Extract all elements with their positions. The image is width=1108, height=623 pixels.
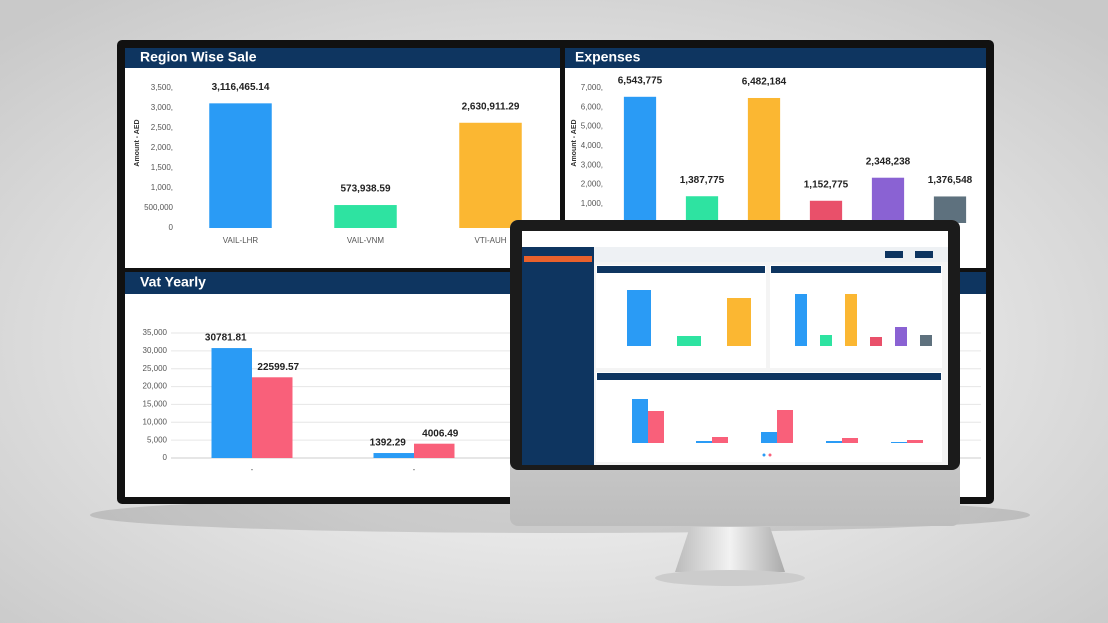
y-tick-label: 1,500, <box>151 163 173 172</box>
y-tick-label: 0 <box>169 223 174 232</box>
screen-topbar <box>522 231 948 247</box>
bar <box>871 177 905 223</box>
sidebar-active <box>524 256 592 262</box>
y-tick-label: 3,000, <box>151 103 173 112</box>
chart: 0 500,000 1,000, 1,500, 2,000, 2,500, 3,000, 3,… <box>144 82 522 245</box>
value-label: 6,482,184 <box>742 77 787 88</box>
chart: 1,000, 2,000, 3,000, 4,000, 5,000, 6,000, 7,00… <box>581 75 973 223</box>
y-tick-label: 3,000, <box>581 160 603 169</box>
bar <box>459 122 522 228</box>
y-tick-label: 0 <box>163 453 168 462</box>
button <box>885 251 903 258</box>
filter-bar <box>522 247 948 262</box>
bar <box>334 205 397 228</box>
stand-foot <box>655 570 805 586</box>
value-label: 3,116,465.14 <box>212 82 270 93</box>
y-tick-label: 4,000, <box>581 141 603 150</box>
y-tick-label: 6,000, <box>581 102 603 111</box>
y-tick-label: 1,000, <box>151 183 173 192</box>
bar <box>373 453 414 458</box>
value-label: 2,630,911.29 <box>462 101 520 112</box>
sidebar <box>522 247 594 465</box>
stand <box>675 527 785 572</box>
pager-dot <box>768 453 772 457</box>
value-label: 4006.49 <box>422 428 459 439</box>
y-tick-label: 15,000 <box>143 400 168 409</box>
button <box>915 251 933 258</box>
y-tick-label: 2,000, <box>151 143 173 152</box>
small-monitor <box>510 220 960 586</box>
y-tick-label: 5,000, <box>581 122 603 131</box>
value-label: 30781.81 <box>205 333 247 344</box>
y-tick-label: 20,000 <box>143 382 168 391</box>
bar <box>747 97 781 223</box>
value-label: 1,387,775 <box>680 175 725 186</box>
value-label: 1,376,548 <box>928 175 973 186</box>
y-tick-label: 500,000 <box>144 203 173 212</box>
y-axis-label: Amount - AED <box>134 119 141 166</box>
value-label: 6,543,775 <box>618 75 663 86</box>
y-tick-label: 1,000, <box>581 199 603 208</box>
x-tick-label: - <box>251 465 254 474</box>
y-tick-label: 5,000 <box>147 435 168 444</box>
value-label: 1,152,775 <box>804 179 849 190</box>
bar <box>623 96 657 223</box>
y-axis-label: Amount - AED <box>571 119 578 166</box>
pager-dot <box>762 453 766 457</box>
y-tick-label: 25,000 <box>143 364 168 373</box>
mini-header <box>597 373 941 380</box>
bar <box>209 103 272 228</box>
value-label: 1392.29 <box>370 438 407 449</box>
y-tick-label: 2,000, <box>581 180 603 189</box>
bar <box>211 348 252 458</box>
panel-header <box>565 48 986 68</box>
y-tick-label: 3,500, <box>151 83 173 92</box>
bar <box>685 196 719 223</box>
bar <box>933 196 967 223</box>
y-tick-label: 35,000 <box>143 328 168 337</box>
mini-bars <box>627 290 932 443</box>
x-tick-label: VAIL-LHR <box>223 236 259 245</box>
panel-title: Region Wise Sale <box>140 49 257 65</box>
x-tick-label: - <box>413 465 416 474</box>
value-label: 2,348,238 <box>866 156 911 167</box>
panel-title: Expenses <box>575 49 641 65</box>
mini-header <box>597 266 765 273</box>
value-label: 573,938.59 <box>340 184 390 195</box>
x-tick-label: VTI-AUH <box>475 236 507 245</box>
x-tick-label: VAIL-VNM <box>347 236 385 245</box>
y-tick-label: 2,500, <box>151 123 173 132</box>
bar <box>809 200 843 223</box>
panel-header <box>125 48 560 68</box>
panel-title: Vat Yearly <box>140 274 206 290</box>
mini-header <box>771 266 941 273</box>
y-tick-label: 7,000, <box>581 83 603 92</box>
y-tick-label: 30,000 <box>143 346 168 355</box>
bar <box>252 377 293 458</box>
y-tick-label: 10,000 <box>143 417 168 426</box>
value-label: 22599.57 <box>257 362 299 373</box>
bar <box>414 443 455 458</box>
